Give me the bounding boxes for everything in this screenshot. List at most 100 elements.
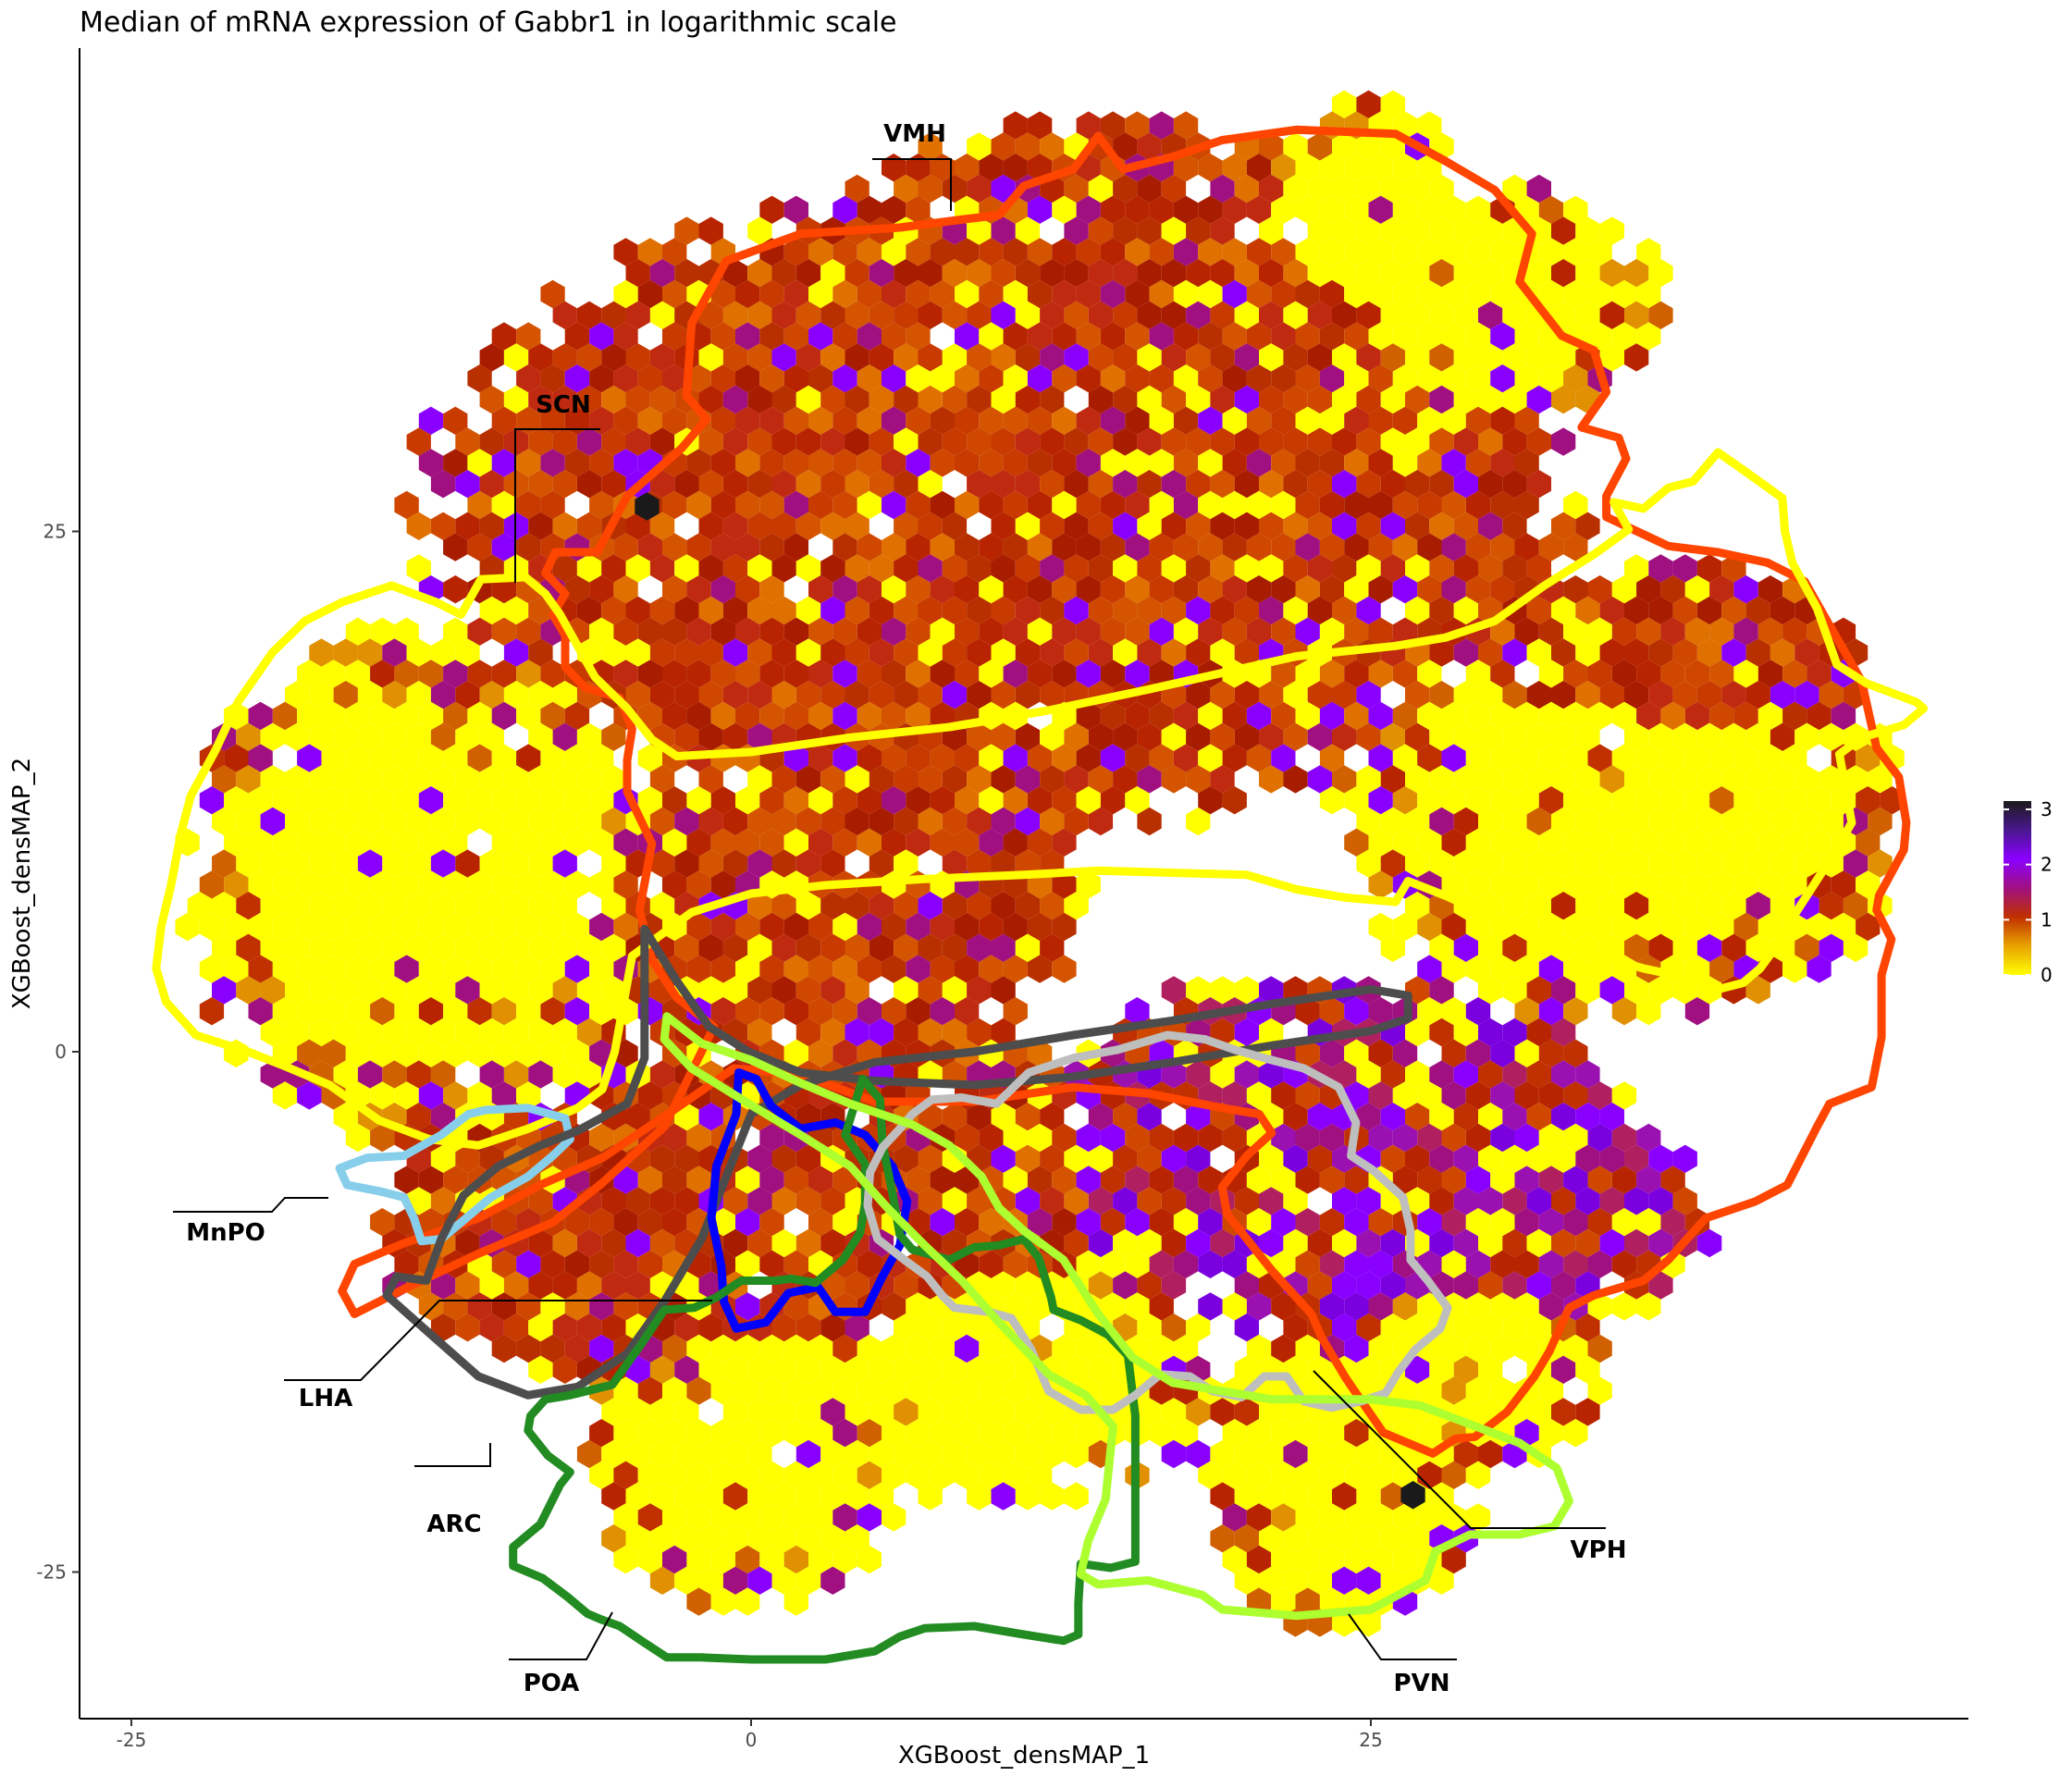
hex-cell <box>1405 1524 1430 1553</box>
hex-cell <box>857 828 882 857</box>
hex-cell <box>1368 828 1393 857</box>
hex-cell <box>1696 807 1722 836</box>
hex-cell <box>1478 554 1503 583</box>
hex-cell <box>1709 660 1734 688</box>
hex-cell <box>1283 1187 1308 1215</box>
hex-cell <box>1076 364 1101 393</box>
hex-cell <box>1100 744 1126 772</box>
hex-cell <box>1684 828 1710 857</box>
hex-cell <box>1405 385 1430 414</box>
hex-cell <box>698 1355 723 1384</box>
hex-cell <box>930 1334 955 1363</box>
hex-cell <box>991 385 1016 414</box>
hex-cell <box>1186 681 1211 709</box>
hex-cell <box>1344 449 1369 477</box>
hex-cell <box>747 933 772 962</box>
hex-cell <box>857 449 882 477</box>
hex-cell <box>1344 617 1369 646</box>
hex-cell <box>796 976 821 1005</box>
hex-cell <box>991 427 1016 456</box>
hex-cell <box>1344 279 1369 309</box>
hex-cell <box>1003 1461 1028 1489</box>
leader-line-vmh <box>872 158 952 211</box>
hex-cell <box>894 1439 919 1469</box>
hex-cell <box>491 533 517 561</box>
hex-cell <box>1368 997 1393 1026</box>
hex-cell <box>1575 807 1600 836</box>
hex-cell <box>1380 343 1405 372</box>
hex-cell <box>1368 575 1393 604</box>
hex-cell <box>967 554 992 583</box>
hex-cell <box>1186 976 1211 1005</box>
hex-cell <box>1137 807 1162 836</box>
hex-cell <box>1003 449 1028 477</box>
hex-cell <box>771 1144 796 1173</box>
hex-cell <box>1003 1376 1028 1405</box>
hex-cell <box>1696 722 1722 751</box>
hex-cell <box>1015 512 1041 540</box>
hex-cell <box>882 406 906 435</box>
hex-cell <box>1307 554 1332 583</box>
hex-cell <box>1173 1250 1199 1278</box>
hex-cell <box>576 343 602 372</box>
hex-cell <box>869 385 894 414</box>
hex-cell <box>686 1545 711 1574</box>
hex-cell <box>686 1419 711 1448</box>
hex-cell <box>991 596 1016 625</box>
hex-cell <box>1526 259 1551 288</box>
hex-cell <box>589 575 614 604</box>
hex-cell <box>796 1566 821 1595</box>
hex-cell <box>1125 364 1150 393</box>
hex-cell <box>1076 322 1101 351</box>
hex-cell <box>455 1228 480 1258</box>
hex-cell <box>503 1060 529 1089</box>
hex-cell <box>1003 1419 1028 1448</box>
hex-cell <box>467 490 492 520</box>
hex-cell <box>1246 1419 1272 1448</box>
hex-cell <box>1453 259 1478 288</box>
hex-cell <box>906 1334 931 1363</box>
hex-cell <box>491 617 517 646</box>
hex-cell <box>430 807 456 836</box>
hex-cell <box>1551 1103 1576 1131</box>
hex-cell <box>906 238 931 266</box>
hex-cell <box>808 322 833 351</box>
hex-cell <box>1624 1144 1649 1173</box>
hex-cell <box>783 533 808 561</box>
hex-cell <box>1332 1566 1357 1595</box>
hex-cell <box>443 870 468 899</box>
hex-cell <box>979 238 1004 266</box>
hex-cell <box>1186 427 1211 456</box>
hex-cell <box>382 681 407 709</box>
hex-cell <box>443 955 468 983</box>
hex-cell <box>1563 238 1588 266</box>
hex-cell <box>1490 870 1515 899</box>
hex-cell <box>1648 765 1673 794</box>
hex-cell <box>260 807 285 836</box>
hex-cell <box>1052 575 1077 604</box>
hex-cell <box>382 765 407 794</box>
hex-cell <box>1113 1103 1138 1131</box>
hex-cell <box>991 722 1016 751</box>
hex-cell <box>894 1144 919 1173</box>
hex-cell <box>1526 1187 1551 1215</box>
hex-cell <box>1319 154 1345 182</box>
hex-cell <box>918 1187 943 1215</box>
hex-cell <box>906 406 931 435</box>
hex-cell <box>1076 111 1101 140</box>
hex-cell <box>1441 490 1466 520</box>
hex-cell <box>1161 976 1187 1005</box>
hex-cell <box>1088 1144 1114 1173</box>
hex-cell <box>576 385 602 414</box>
hex-cell <box>1332 343 1357 372</box>
hex-cell <box>394 997 419 1026</box>
hex-cell <box>1307 470 1332 499</box>
hex-cell <box>1332 1524 1357 1553</box>
hex-cell <box>430 1187 456 1215</box>
hex-cell <box>1636 660 1661 688</box>
hex-cell <box>857 786 882 815</box>
hex-cell <box>1210 638 1235 667</box>
hex-cell <box>1113 638 1138 667</box>
hex-cell <box>1624 259 1649 288</box>
hex-cell <box>991 216 1016 245</box>
